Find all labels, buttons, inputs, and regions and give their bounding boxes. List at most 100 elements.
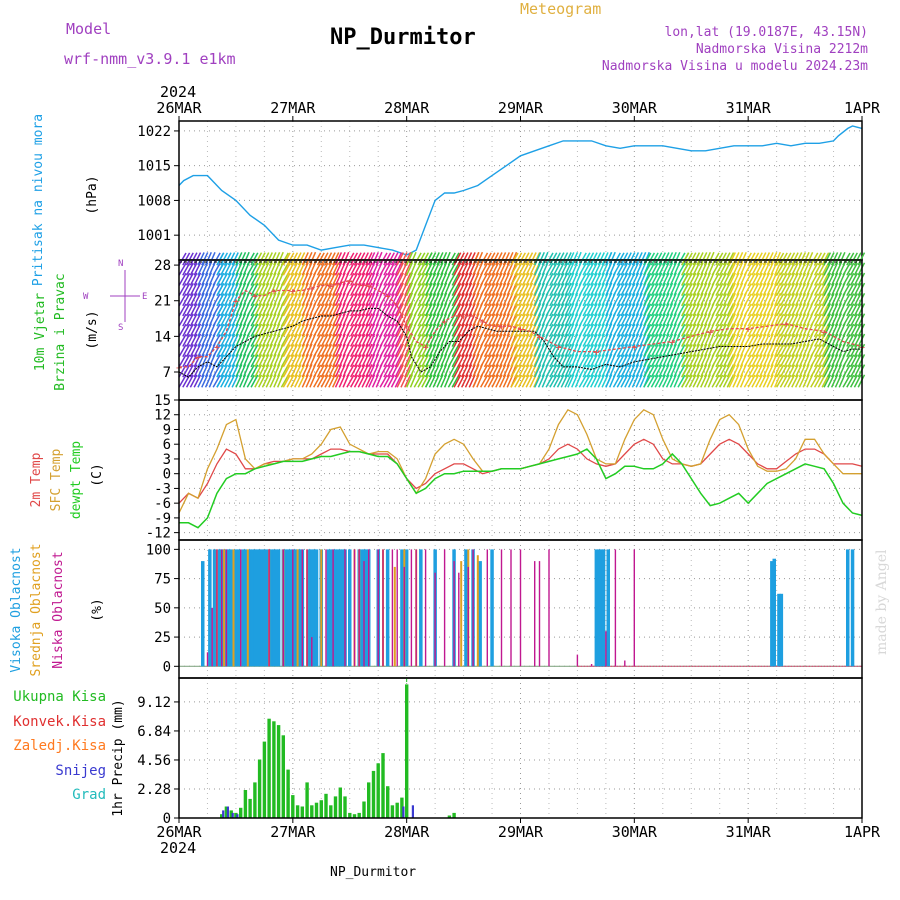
wind-barb [783,364,792,378]
wind-barb [597,374,605,388]
wind-barb [231,364,239,378]
wind-barb [564,313,572,327]
y-tick-label: 9.12 [137,695,171,711]
wind-barb [525,364,534,378]
wind-barb [650,323,659,337]
wind-barb [849,344,858,358]
wind-barb [201,292,209,307]
wind-barb [620,272,629,286]
wind-barb [305,272,313,286]
gust-marker: + [555,343,561,354]
wind-barb [635,343,643,358]
wind-barb [631,364,640,378]
wind-barb [665,262,674,276]
wind-barb [447,262,456,276]
low-cloud-bar [519,549,522,667]
wind-barb [590,333,598,347]
wind-barb [254,272,263,286]
wind-barb [193,262,202,276]
wind-barb [564,333,572,347]
wind-barb [261,282,270,296]
wind-barb [514,344,523,358]
wind-barb [662,292,670,307]
coords-text: lon,lat (19.0187E, 43.15N) [665,25,869,40]
wind-barb [290,293,299,307]
wind-barb [447,354,456,368]
low-cloud-bar [472,549,474,667]
wind-barb [525,374,534,388]
wind-barb [365,374,373,388]
wind-barb [601,252,609,266]
wind-barb [290,282,299,296]
wind-barb [662,313,670,327]
wind-barb [424,364,433,378]
wind-barb [269,252,277,266]
wind-barb [798,252,807,266]
wind-barb [582,283,591,297]
wind-barb [487,303,496,317]
low-cloud-bar [216,549,218,667]
wind-barb [510,293,519,307]
wind-barb [545,364,554,378]
wind-barb [453,323,462,337]
wind-barb [846,313,855,327]
bottom-tick-label: 29MAR [498,823,544,841]
wind-barb [457,282,465,296]
wind-barb [432,252,440,266]
model-elevation-text: Nadmorska Visina u modelu 2024.23m [602,59,868,74]
wind-barb [601,364,609,378]
wind-barb [413,303,422,317]
wind-barb [787,364,796,378]
wind-barb [658,333,666,347]
wind-barb [534,323,542,337]
dir-label-w: W [83,292,89,302]
wind-barb [495,252,503,266]
wind-barb [239,323,247,337]
wind-barb [294,323,302,337]
wind-barb [290,303,299,317]
precip-total-bar [286,769,290,818]
wind-barb [743,313,752,327]
wind-barb [346,313,355,327]
wind-barb [553,313,561,327]
wind-barb [586,364,595,378]
precip-total-bar [381,753,385,818]
wind-barb [537,343,545,358]
wind-barb [338,282,346,296]
wind-barb [491,343,500,358]
wind-barb [216,313,225,327]
y-tick-label: 21 [154,294,171,310]
wind-barb [342,251,350,266]
wind-barb [521,323,530,337]
wind-barb [390,252,399,266]
wind-barb [428,252,437,266]
wind-barb [453,354,462,368]
wind-barb [736,353,744,368]
wind-barb [428,343,437,358]
wind-barb [178,374,187,388]
wind-barb [681,333,690,347]
wind-barb [692,323,701,337]
wind-barb [297,262,306,276]
wind-barb [802,272,810,286]
wind-barb [178,303,187,317]
wind-barb [593,262,602,276]
wind-barb [301,374,309,388]
wind-barb [791,252,799,266]
wind-barb [282,303,291,317]
wind-barb [235,272,243,286]
wind-barb [421,282,430,296]
wind-barb [726,252,735,266]
wind-barb [823,374,832,388]
wind-barb [468,292,476,307]
wind-barb [842,283,851,297]
wind-barb [254,344,263,358]
wind-barb [294,292,302,307]
wind-barb [751,364,760,378]
precip-total-bar [276,725,281,818]
wind-barb [250,354,259,368]
wind-barb [658,292,666,307]
wind-barb [810,272,819,286]
wind-barb [216,354,225,368]
wind-barb [334,374,343,388]
